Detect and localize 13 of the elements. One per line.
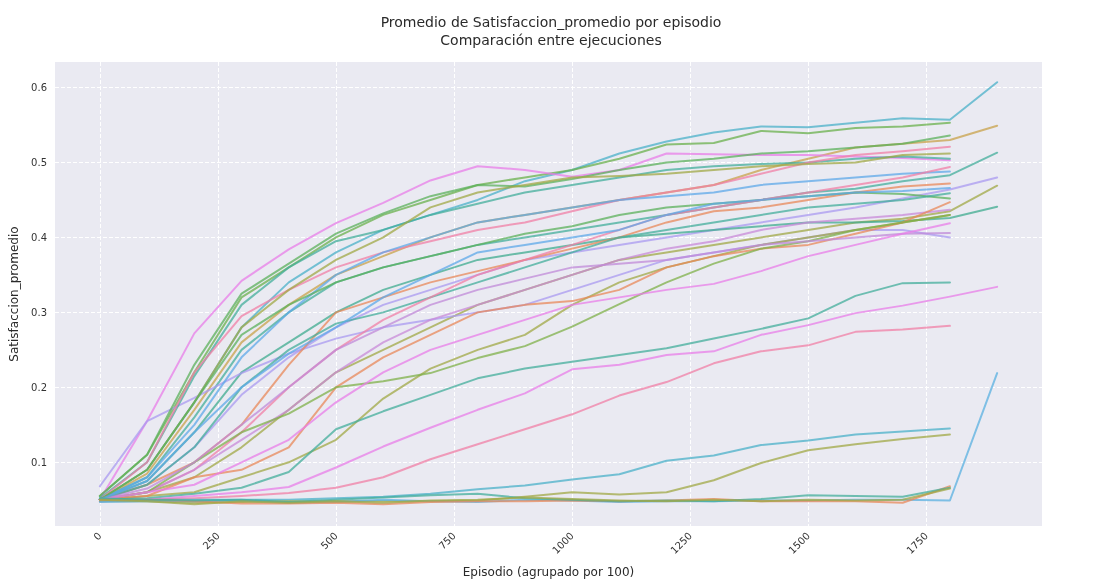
y-tick-label: 0.6 xyxy=(31,81,47,93)
x-tick-label: 750 xyxy=(436,530,458,552)
x-tick-label: 0 xyxy=(91,530,104,543)
x-tick-label: 500 xyxy=(318,530,340,552)
y-axis-title: Satisfaccion_promedio xyxy=(7,226,21,362)
y-tick-label: 0.3 xyxy=(31,306,47,318)
x-axis-title: Episodio (agrupado por 100) xyxy=(462,565,635,579)
y-tick-label: 0.5 xyxy=(31,156,47,168)
y-tick-label: 0.2 xyxy=(31,381,47,393)
y-tick-label: 0.1 xyxy=(31,456,47,468)
y-tick-label: 0.4 xyxy=(31,231,47,243)
chart-subtitle: Comparación entre ejecuciones xyxy=(440,32,662,48)
chart-title: Promedio de Satisfaccion_promedio por episodio xyxy=(380,14,722,30)
